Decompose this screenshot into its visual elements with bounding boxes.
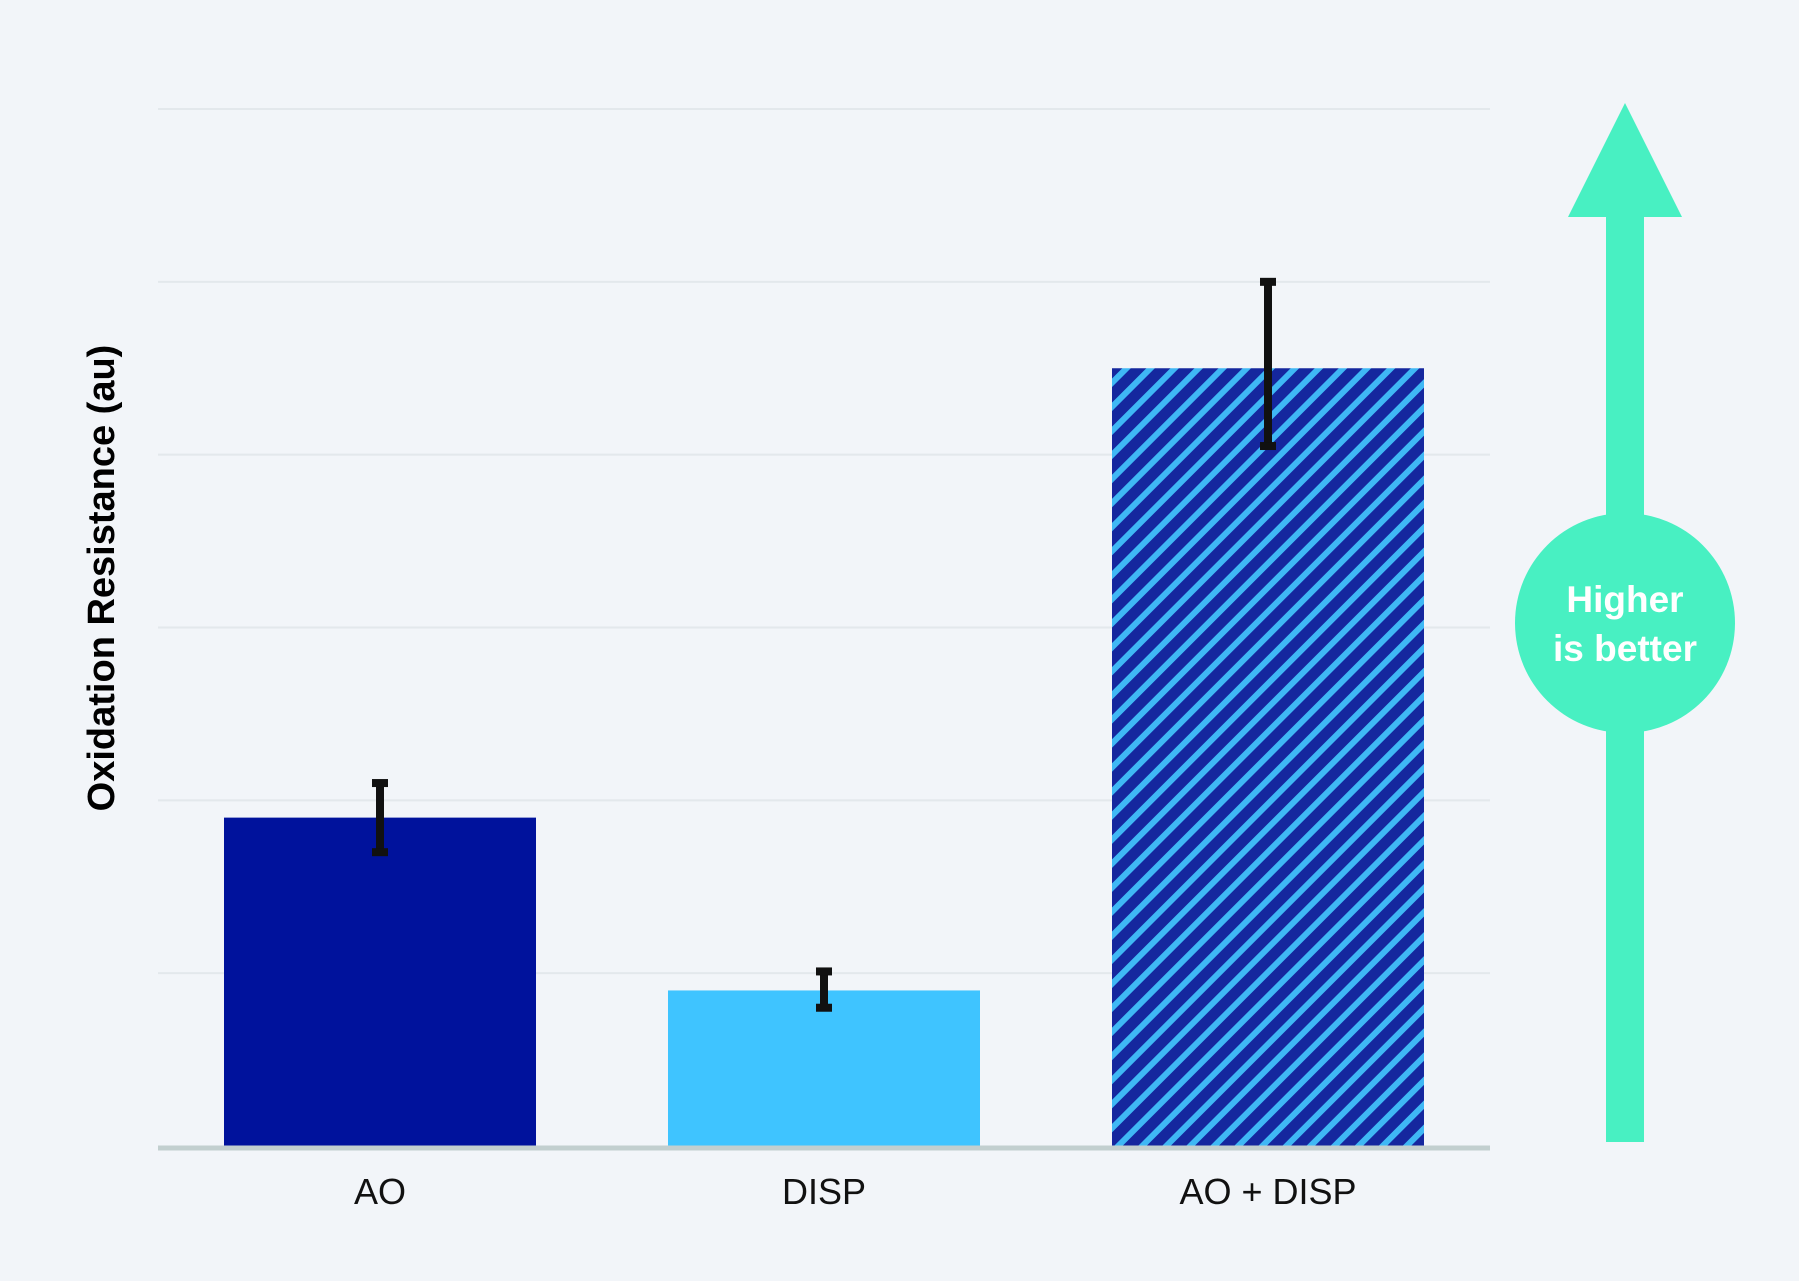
bar-1: [224, 817, 536, 1146]
bar-2: [668, 990, 980, 1146]
higher-is-better-annotation: Higher is better: [1515, 103, 1735, 1142]
x-tick-labels: AO DISP AO + DISP: [354, 1171, 1357, 1212]
error-bar-3: [1260, 277, 1276, 451]
error-bars: [372, 277, 1276, 1012]
error-bar-1: [372, 779, 388, 857]
error-bar-2: [816, 967, 832, 1012]
bar-3: [1112, 368, 1424, 1146]
x-tick-label-2: DISP: [782, 1171, 866, 1212]
annotation-line-2: is better: [1553, 628, 1697, 669]
badge-circle: [1515, 513, 1735, 733]
x-tick-label-1: AO: [354, 1171, 406, 1212]
bars: [224, 368, 1424, 1146]
y-axis-title: Oxidation Resistance (au): [81, 345, 123, 812]
arrow-head-icon: [1568, 103, 1682, 217]
annotation-line-1: Higher: [1566, 579, 1683, 620]
x-tick-label-3: AO + DISP: [1179, 1171, 1356, 1212]
